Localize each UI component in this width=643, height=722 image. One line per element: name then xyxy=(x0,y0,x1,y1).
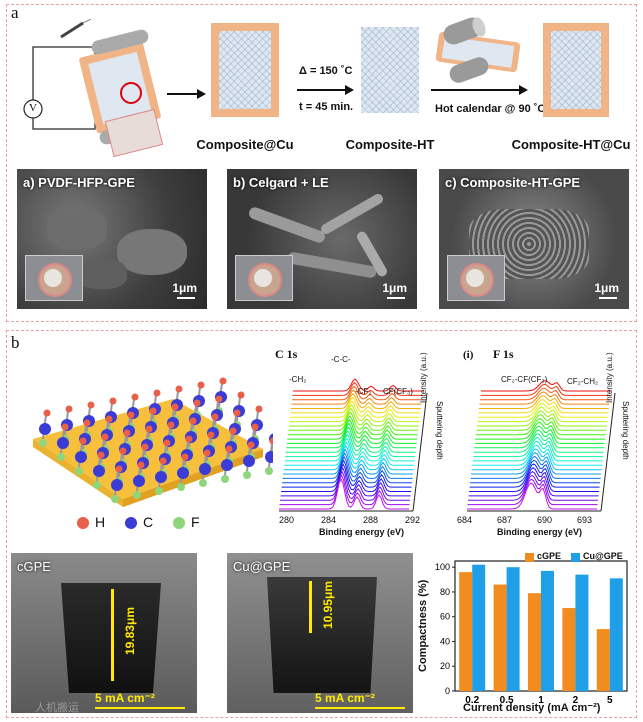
sem-title: b) Celgard + LE xyxy=(233,175,329,190)
bar-cu-gpe-3 xyxy=(575,574,589,691)
x-tick-label: 5 xyxy=(607,695,613,706)
cross-section-label: Cu@GPE xyxy=(233,559,291,574)
x-tick-label: 0.2 xyxy=(465,695,479,706)
xps-f1s-spectra xyxy=(467,380,616,512)
sem-image-composite-ht: c) Composite-HT-GPE 1μm xyxy=(439,169,629,309)
y-tick-label: 80 xyxy=(440,587,450,597)
legend-swatch-cgpe xyxy=(525,553,534,562)
y-tick-label: 0 xyxy=(445,686,450,696)
sem-image-pvdf-hfp: a) PVDF-HFP-GPE 1μm xyxy=(17,169,207,309)
watermark: 人机搬运 xyxy=(35,702,79,714)
panel-a: a V Composite@Cu Δ = 150 ˚C t = 45 min. … xyxy=(6,3,637,322)
composite-ht-cu-caption: Composite-HT@Cu xyxy=(511,137,631,152)
cross-section-cgpe: cGPE 19.83μm 5 mA cm⁻² xyxy=(11,553,197,713)
xps-f1s-marker: (i) xyxy=(463,349,474,361)
condition-temp: Δ = 150 ˚C xyxy=(299,65,353,77)
sample-photo-inset xyxy=(447,255,505,301)
peak-cf2: -CF₂ xyxy=(355,387,372,396)
calendar-label: Hot calendar @ 90 ˚C xyxy=(435,103,546,115)
y-tick-label: 40 xyxy=(440,636,450,646)
xps-c1s-title: C 1s xyxy=(275,347,298,361)
condition-time: t = 45 min. xyxy=(299,101,354,113)
bar-cgpe-0 xyxy=(459,572,473,691)
electrospinning-schematic xyxy=(23,19,164,158)
bar-cu-gpe-1 xyxy=(506,567,520,691)
current-label: 5 mA cm⁻² xyxy=(315,691,375,705)
thickness-label: 10.95μm xyxy=(321,581,335,630)
intensity-label: Intensity (a.u.) xyxy=(605,352,614,403)
legend-f-label: F xyxy=(191,514,200,530)
y-tick-label: 20 xyxy=(440,661,450,671)
sem-image-celgard: b) Celgard + LE 1μm xyxy=(227,169,417,309)
legend-label-cu-gpe: Cu@GPE xyxy=(583,551,623,561)
legend-c-label: C xyxy=(143,514,154,530)
molecular-structure-model xyxy=(33,377,273,507)
atom-legend: H C F xyxy=(77,514,277,534)
xps-f1s-plot: (i) F 1s CF₂-CF(CF₃) CF₂-CH₂ Intensity (… xyxy=(457,341,635,541)
peak-cfcf3: CF(CF₃) xyxy=(383,387,413,396)
cross-section-cu-gpe: Cu@GPE 10.95μm 5 mA cm⁻² xyxy=(227,553,413,713)
bar-cgpe-2 xyxy=(528,593,541,691)
arrow-2 xyxy=(297,89,345,91)
sem-title: a) PVDF-HFP-GPE xyxy=(23,175,135,190)
bar-cgpe-3 xyxy=(562,608,576,691)
bar-cu-gpe-2 xyxy=(541,570,554,691)
composite-cu-caption: Composite@Cu xyxy=(196,137,294,152)
depth-label: Sputtering depth xyxy=(621,401,630,460)
xps-f1s-xlabel: Binding energy (eV) xyxy=(497,527,583,537)
xps-c1s-spectra xyxy=(279,378,428,512)
scale-label: 1μm xyxy=(172,281,197,295)
bar-plot-area: 0 20 40 60 80 100 0.2 0.5 1 2 5 xyxy=(435,560,628,706)
hot-calendar-rollers xyxy=(435,17,521,83)
legend-f-dot xyxy=(173,517,185,529)
scale-label: 1μm xyxy=(594,281,619,295)
composite-cu-sheet xyxy=(211,23,279,117)
sample-photo-inset xyxy=(25,255,83,301)
legend-c-dot xyxy=(125,517,137,529)
composite-ht-cu-sheet xyxy=(543,23,609,117)
composite-ht-caption: Composite-HT xyxy=(345,137,435,152)
bar-cu-gpe-0 xyxy=(472,564,486,691)
intensity-label: Intensity (a.u.) xyxy=(419,352,428,403)
peak-ch2: -CH₂ xyxy=(289,375,307,384)
cross-section-label: cGPE xyxy=(17,559,51,574)
legend-h-dot xyxy=(77,517,89,529)
thickness-label: 19.83μm xyxy=(123,607,137,656)
xps-c1s-plot: C 1s -CH₂ -C-C- -CF₂ CF(CF₃) Intensity (… xyxy=(269,341,451,541)
scale-label: 1μm xyxy=(382,281,407,295)
x-tick-label: 0.5 xyxy=(500,695,514,706)
panel-a-label: a xyxy=(11,3,19,22)
y-tick-label: 100 xyxy=(435,562,450,572)
chart-xlabel: Current density (mA cm⁻²) xyxy=(463,702,601,714)
thickness-bar xyxy=(309,581,312,633)
peak-cc: -C-C- xyxy=(331,355,351,364)
compactness-chart: Compactness (%) 0 20 40 60 80 100 0.2 0.5 1 2 5 Cu… xyxy=(417,541,635,717)
sample-photo-inset xyxy=(235,255,293,301)
xps-c1s-xlabel: Binding energy (eV) xyxy=(319,527,405,537)
peak-cf2-ch2: CF₂-CH₂ xyxy=(567,377,599,386)
xps-f1s-title: F 1s xyxy=(493,347,514,361)
bar-cgpe-4 xyxy=(596,629,610,691)
arrow-3 xyxy=(431,89,519,91)
arrow-1 xyxy=(167,93,197,95)
voltmeter-label: V xyxy=(29,102,37,114)
sem-title: c) Composite-HT-GPE xyxy=(445,175,581,190)
peak-cf2-cfcf3: CF₂-CF(CF₃) xyxy=(501,375,548,384)
composite-ht-sheet xyxy=(361,27,419,113)
thickness-bar xyxy=(111,589,114,681)
legend-swatch-cu-gpe xyxy=(571,553,580,562)
bar-cu-gpe-4 xyxy=(609,578,623,691)
bar-cgpe-1 xyxy=(493,584,507,691)
x-tick-label: 1 xyxy=(538,695,544,706)
current-label: 5 mA cm⁻² xyxy=(95,691,155,705)
panel-b: b H C F C 1s -CH₂ -C-C- -CF₂ CF(CF₃) Int… xyxy=(6,330,637,718)
legend-label-cgpe: cGPE xyxy=(537,551,562,561)
panel-b-label: b xyxy=(11,333,20,352)
y-tick-label: 60 xyxy=(440,612,450,622)
legend-h-label: H xyxy=(95,514,106,530)
x-tick-label: 2 xyxy=(573,695,579,706)
depth-label: Sputtering depth xyxy=(435,401,444,460)
